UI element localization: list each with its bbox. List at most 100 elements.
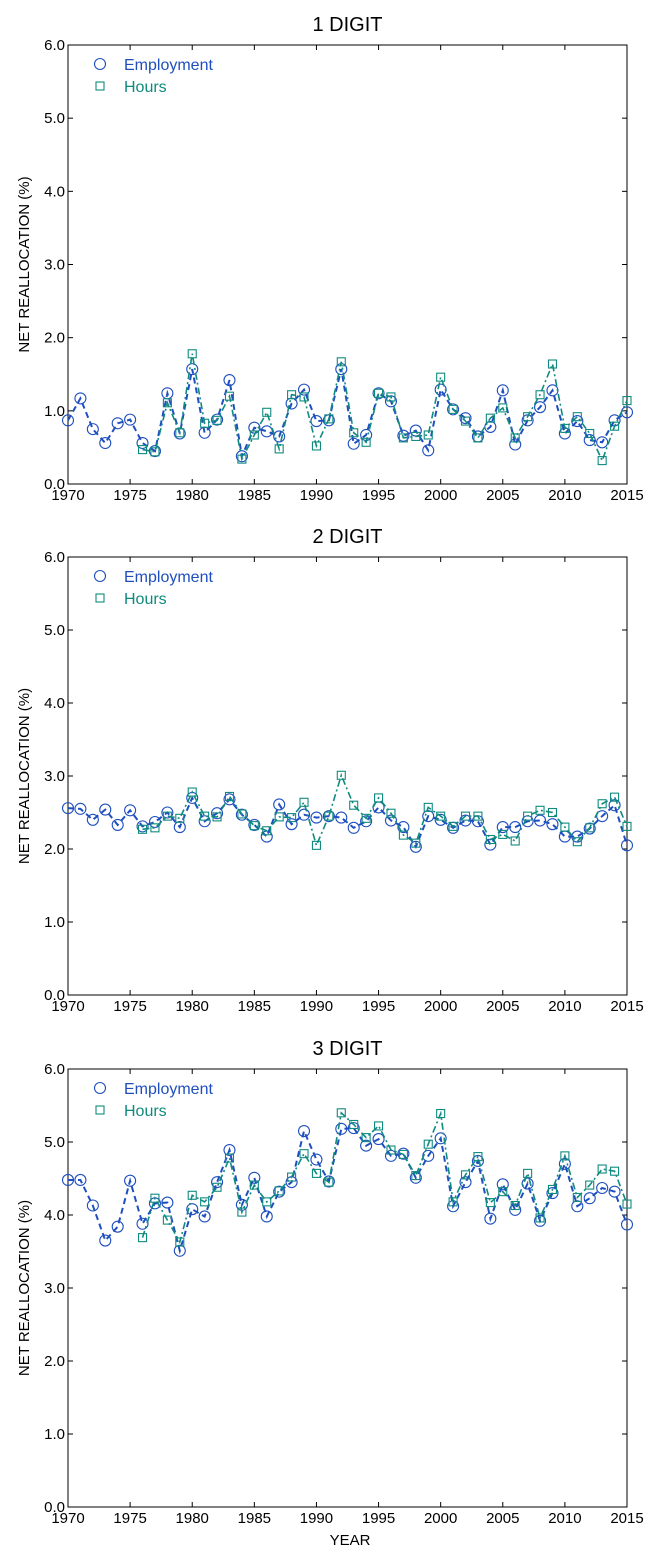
data-point-employment xyxy=(310,811,323,824)
data-point-hours xyxy=(610,421,620,431)
y-tick-label: 2.0 xyxy=(44,841,65,858)
data-point-hours xyxy=(547,359,558,369)
data-point-hours xyxy=(585,428,595,439)
data-point-employment xyxy=(285,397,298,410)
x-tick-label: 2010 xyxy=(548,487,581,504)
x-tick-label: 1990 xyxy=(300,487,333,504)
chart-title: 2 DIGIT xyxy=(312,526,382,548)
data-point-employment xyxy=(347,437,360,450)
data-point-hours xyxy=(423,430,433,440)
data-point-employment xyxy=(248,1171,261,1184)
x-tick-label: 1980 xyxy=(176,1510,209,1527)
data-point-employment xyxy=(496,821,509,834)
x-tick-label: 1995 xyxy=(362,998,395,1015)
data-point-hours xyxy=(150,1193,160,1203)
series-employment xyxy=(61,363,634,463)
data-point-employment xyxy=(347,821,360,834)
data-point-hours xyxy=(162,1215,172,1225)
x-tick-label: 2015 xyxy=(610,1510,643,1527)
data-point-hours xyxy=(200,1197,210,1207)
x-tick-label: 1980 xyxy=(176,998,209,1015)
series-line-employment xyxy=(67,795,628,849)
y-tick-label: 5.0 xyxy=(44,622,65,639)
legend: Employment Hours xyxy=(93,1081,213,1120)
data-point-hours xyxy=(460,416,471,426)
data-point-hours xyxy=(249,1180,259,1190)
series-line-hours xyxy=(142,772,628,848)
data-point-hours xyxy=(237,1207,247,1217)
data-point-hours xyxy=(485,1198,495,1208)
data-point-employment xyxy=(546,818,559,831)
data-point-hours xyxy=(274,812,284,822)
data-point-hours xyxy=(498,403,508,413)
data-point-hours xyxy=(287,390,297,400)
data-point-hours xyxy=(162,398,172,408)
data-point-employment xyxy=(186,363,199,376)
legend: Employment Hours xyxy=(93,57,213,96)
x-tick-label: 2005 xyxy=(486,998,519,1015)
x-tick-label: 1990 xyxy=(300,998,333,1015)
data-point-employment xyxy=(248,818,261,831)
x-tick-label: 2005 xyxy=(486,1510,519,1527)
data-point-employment xyxy=(360,1139,373,1152)
x-tick-label: 1985 xyxy=(238,998,271,1015)
data-point-hours xyxy=(200,811,210,821)
data-point-hours xyxy=(622,396,632,406)
data-point-hours xyxy=(547,1184,558,1194)
data-point-employment xyxy=(397,429,410,442)
data-point-employment xyxy=(124,1174,137,1187)
x-tick-label: 2000 xyxy=(424,998,457,1015)
x-tick-label: 1980 xyxy=(176,487,209,504)
x-tick-label: 1995 xyxy=(362,487,395,504)
chart-panel-2: 2 DIGIT NET REALLOCATION (%) 1970 1975 1980 1… xyxy=(16,526,644,1015)
data-point-hours xyxy=(622,1199,632,1209)
data-point-employment xyxy=(608,1185,621,1198)
data-point-hours xyxy=(547,807,558,818)
data-point-employment xyxy=(173,821,186,834)
y-tick-label: 6.0 xyxy=(44,37,65,54)
legend: Employment Hours xyxy=(93,569,213,608)
data-point-hours xyxy=(311,1168,321,1178)
data-point-employment xyxy=(596,436,609,449)
y-tick-label: 6.0 xyxy=(44,549,65,566)
data-point-hours xyxy=(137,1233,148,1243)
data-point-employment xyxy=(372,387,385,400)
data-point-employment xyxy=(496,1178,509,1191)
y-tick-label: 1.0 xyxy=(44,914,65,931)
data-point-employment xyxy=(86,1199,99,1212)
x-tick-label: 2005 xyxy=(486,487,519,504)
data-point-employment xyxy=(61,802,75,815)
x-tick-label: 1975 xyxy=(113,1510,146,1527)
y-axis-label: NET REALLOCATION (%) xyxy=(16,688,33,864)
data-point-employment xyxy=(310,415,323,428)
data-point-hours xyxy=(262,1197,272,1207)
data-point-hours xyxy=(311,840,321,850)
data-point-employment xyxy=(173,1244,186,1257)
x-tick-label: 2010 xyxy=(548,1510,581,1527)
legend-marker-employment xyxy=(93,57,107,71)
x-tick-label: 1985 xyxy=(238,1510,271,1527)
data-point-employment xyxy=(596,810,609,823)
data-point-hours xyxy=(137,445,148,455)
chart-panel-3: 3 DIGIT NET REALLOCATION (%) 1970 1975 1980 1… xyxy=(16,1038,644,1527)
data-point-hours xyxy=(324,414,334,424)
data-point-employment xyxy=(484,1212,497,1225)
data-point-hours xyxy=(460,811,471,821)
x-tick-label: 2015 xyxy=(610,487,643,504)
data-point-hours xyxy=(212,415,222,425)
data-point-hours xyxy=(324,1177,334,1187)
data-point-employment xyxy=(459,412,472,425)
data-point-hours xyxy=(361,1133,371,1143)
data-point-hours xyxy=(187,349,197,359)
series-employment xyxy=(61,1122,634,1257)
data-point-employment xyxy=(211,807,224,820)
data-point-employment xyxy=(260,425,273,438)
y-tick-label: 1.0 xyxy=(44,403,65,420)
data-point-hours xyxy=(386,808,396,818)
y-tick-label: 3.0 xyxy=(44,1280,65,1297)
legend-marker-hours xyxy=(95,593,105,603)
data-point-hours xyxy=(349,800,359,810)
data-point-hours xyxy=(622,821,632,831)
x-tick-label: 1975 xyxy=(113,487,146,504)
data-point-employment xyxy=(223,1143,236,1157)
